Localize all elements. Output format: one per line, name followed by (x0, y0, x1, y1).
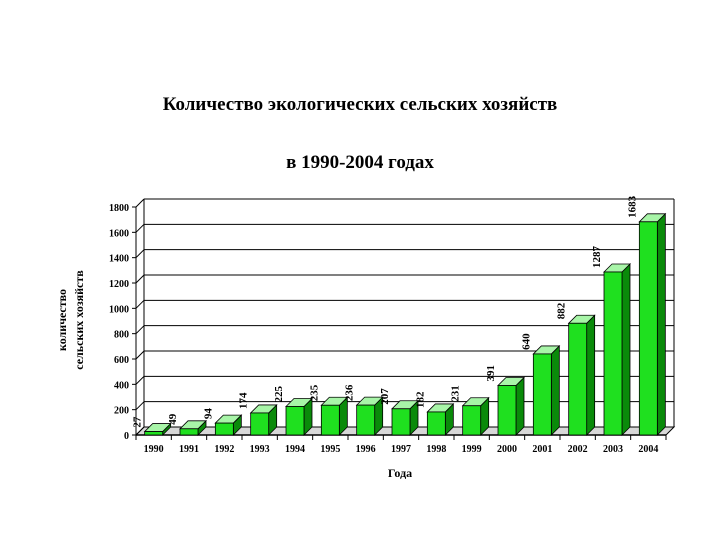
bar-1997 (391, 399, 419, 436)
bars (143, 212, 667, 436)
bar-front (356, 404, 376, 436)
data-label: 1287 (591, 245, 603, 268)
x-tick-label: 1999 (462, 444, 482, 455)
y-axis-title-line1: количество (55, 289, 69, 351)
x-tick-label: 2001 (532, 444, 552, 455)
data-label: 207 (379, 388, 391, 405)
y-tick-label: 200 (114, 406, 129, 417)
bar-1999 (461, 396, 490, 436)
bar-front (426, 411, 446, 436)
x-tick-label: 1996 (356, 444, 376, 455)
data-labels: 27 49 94 174 225 235 236 207 182 231 391 640 882 1287… (132, 195, 639, 427)
gridline-depth (135, 375, 145, 385)
bar-side (586, 314, 596, 436)
bar-front (497, 385, 517, 436)
data-label: 225 (273, 386, 285, 403)
data-label: 94 (202, 408, 214, 420)
bar-1994 (285, 397, 313, 436)
bar-1993 (249, 403, 278, 436)
bar-front (391, 408, 411, 436)
y-tick-label: 1000 (109, 304, 129, 315)
data-label: 231 (450, 385, 462, 402)
bar-front (144, 431, 164, 436)
bar-front (462, 405, 482, 436)
y-tick-label: 800 (114, 330, 129, 341)
bar-front (532, 353, 552, 436)
bar-2003 (603, 263, 631, 436)
bar-2001 (532, 344, 561, 436)
bar-front (250, 412, 270, 436)
bar-front (285, 406, 305, 436)
data-label: 1683 (626, 195, 638, 218)
bar-1996 (355, 396, 384, 436)
x-tick-label: 1992 (214, 444, 234, 455)
bar-side (515, 376, 525, 436)
data-label: 174 (238, 392, 250, 409)
data-label: 235 (308, 384, 320, 401)
bar-front (603, 271, 623, 436)
bar-side (621, 263, 631, 436)
x-tick-label: 2000 (497, 444, 517, 455)
chart-subtitle: в 1990-2004 годах (286, 152, 434, 173)
bar-2000 (497, 376, 525, 436)
data-label: 182 (414, 391, 426, 408)
gridline-depth (135, 299, 145, 309)
bar-side (656, 212, 666, 436)
x-axis-ticks: 1990 1991 1992 1993 1994 1995 1996 1997 1998 1999… (135, 435, 667, 455)
x-tick-label: 1998 (426, 444, 446, 455)
x-tick-label: 1990 (144, 444, 164, 455)
y-tick-label: 1400 (109, 254, 129, 265)
bar-1998 (426, 402, 455, 436)
y-tick-label: 400 (114, 380, 129, 391)
bar-2004 (638, 212, 667, 436)
data-label: 236 (344, 384, 356, 401)
data-label: 49 (167, 413, 179, 425)
bar-1991 (179, 419, 207, 436)
bar-1995 (320, 396, 349, 436)
x-tick-label: 1993 (250, 444, 270, 455)
y-tick-label: 600 (114, 355, 129, 366)
gridline-depth (135, 274, 145, 284)
bar-side (550, 344, 560, 436)
x-tick-label: 2002 (568, 444, 588, 455)
bar-front (320, 404, 340, 436)
gridline-depth (135, 223, 145, 233)
gridline-depth (135, 401, 145, 411)
data-label: 882 (556, 302, 568, 319)
gridline-depth (135, 325, 145, 335)
bar-1990 (143, 422, 172, 436)
y-tick-label: 1600 (109, 228, 129, 239)
bar-front (179, 428, 199, 436)
x-tick-label: 2003 (603, 444, 623, 455)
bar-front (568, 322, 588, 436)
data-label: 640 (520, 333, 532, 350)
x-tick-label: 1997 (391, 444, 411, 455)
bar-front (638, 221, 658, 436)
x-tick-label: 2004 (638, 444, 658, 455)
x-tick-label: 1991 (179, 444, 199, 455)
axis-depth-line (135, 426, 145, 436)
data-label: 27 (132, 416, 144, 428)
y-axis-title-line2: сельских хозяйств (72, 270, 86, 370)
chart-title: Количество экологических сельских хозяйс… (162, 94, 558, 115)
x-tick-label: 1994 (285, 444, 305, 455)
y-tick-label: 1200 (109, 279, 129, 290)
bar-2002 (567, 314, 596, 436)
bar-1992 (214, 414, 243, 436)
data-label: 391 (485, 365, 497, 382)
x-tick-label: 1995 (320, 444, 340, 455)
y-tick-label: 1800 (109, 203, 129, 214)
gridline-depth (135, 198, 145, 208)
bar-front (214, 422, 234, 436)
x-axis-title: Года (388, 466, 412, 480)
gridline-depth (135, 350, 145, 360)
gridline-depth (135, 249, 145, 259)
y-tick-label: 0 (124, 431, 129, 442)
y-axis-ticks: 0 200 400 600 800 1000 1200 1400 1600 1800 (109, 203, 136, 442)
